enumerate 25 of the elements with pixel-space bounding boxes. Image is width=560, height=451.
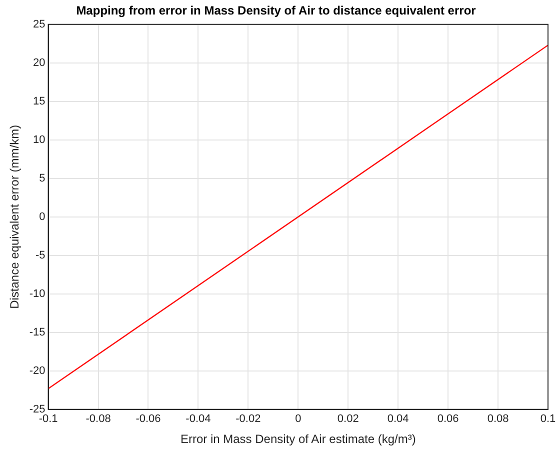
- x-axis-title: Error in Mass Density of Air estimate (kg/m³): [180, 432, 416, 446]
- x-tick-label: 0.04: [387, 413, 409, 426]
- x-tick-label: 0.02: [337, 413, 359, 426]
- x-tick-label: 0.1: [540, 413, 556, 426]
- y-tick-label: -5: [36, 249, 46, 262]
- x-tick-label: -0.04: [186, 413, 211, 426]
- x-tick-label: 0.06: [437, 413, 459, 426]
- chart-title: Mapping from error in Mass Density of Air to distance equivalent error: [76, 4, 476, 18]
- y-tick-label: -25: [29, 403, 46, 416]
- y-tick-label: 15: [33, 95, 46, 108]
- y-tick-label: 0: [39, 210, 46, 223]
- y-tick-label: -15: [29, 326, 46, 338]
- x-tick-label: 0.08: [487, 413, 509, 426]
- y-tick-label: 20: [33, 56, 46, 69]
- x-tick-label: -0.08: [86, 413, 111, 426]
- y-tick-label: -20: [29, 364, 46, 377]
- y-tick-label: -10: [29, 288, 46, 300]
- x-tick-label: -0.1: [38, 413, 58, 426]
- y-tick-label: 25: [33, 18, 46, 30]
- y-axis-title: Distance equivalent error (mm/km): [8, 124, 22, 309]
- x-tick-label: -0.06: [136, 413, 161, 426]
- y-tick-label: 5: [39, 172, 46, 184]
- x-tick-label: 0: [295, 413, 302, 426]
- x-tick-label: -0.02: [236, 413, 261, 426]
- y-tick-label: 10: [33, 134, 46, 146]
